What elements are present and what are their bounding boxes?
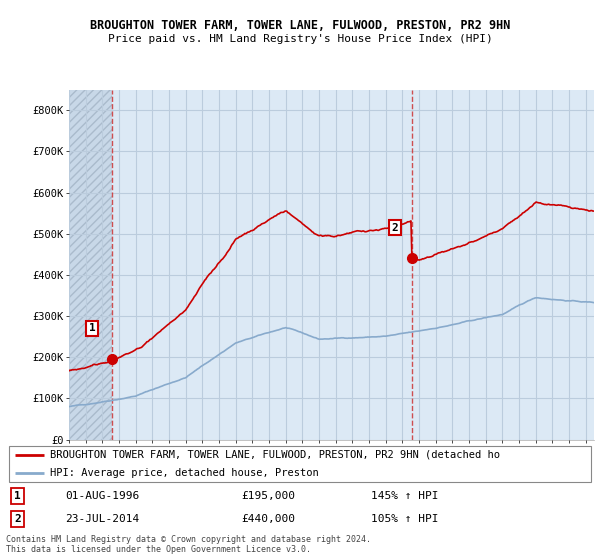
Text: BROUGHTON TOWER FARM, TOWER LANE, FULWOOD, PRESTON, PR2 9HN: BROUGHTON TOWER FARM, TOWER LANE, FULWOO… xyxy=(90,18,510,32)
Text: £440,000: £440,000 xyxy=(241,514,295,524)
Text: 2: 2 xyxy=(14,514,21,524)
FancyBboxPatch shape xyxy=(9,446,591,482)
Text: HPI: Average price, detached house, Preston: HPI: Average price, detached house, Pres… xyxy=(50,468,319,478)
Text: Price paid vs. HM Land Registry's House Price Index (HPI): Price paid vs. HM Land Registry's House … xyxy=(107,34,493,44)
Bar xyxy=(69,90,112,440)
Text: 1: 1 xyxy=(89,324,95,333)
Text: 2: 2 xyxy=(391,222,398,232)
Text: 105% ↑ HPI: 105% ↑ HPI xyxy=(371,514,438,524)
Text: Contains HM Land Registry data © Crown copyright and database right 2024.
This d: Contains HM Land Registry data © Crown c… xyxy=(6,535,371,554)
Text: 01-AUG-1996: 01-AUG-1996 xyxy=(65,491,139,501)
Text: 23-JUL-2014: 23-JUL-2014 xyxy=(65,514,139,524)
Text: 1: 1 xyxy=(14,491,21,501)
Text: BROUGHTON TOWER FARM, TOWER LANE, FULWOOD, PRESTON, PR2 9HN (detached ho: BROUGHTON TOWER FARM, TOWER LANE, FULWOO… xyxy=(50,450,500,460)
Text: 145% ↑ HPI: 145% ↑ HPI xyxy=(371,491,438,501)
Text: £195,000: £195,000 xyxy=(241,491,295,501)
